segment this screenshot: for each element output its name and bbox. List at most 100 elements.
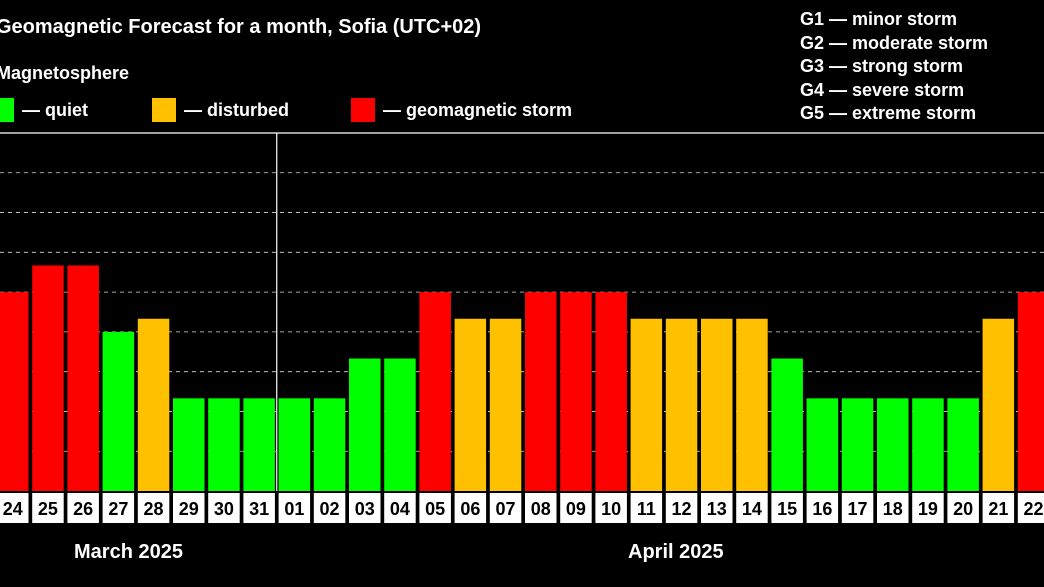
tick-label-02: 02 [320, 499, 340, 519]
tick-label-06: 06 [460, 499, 480, 519]
tick-label-04: 04 [390, 499, 410, 519]
bar-30 [208, 398, 240, 491]
legend-storm: — geomagnetic storm [351, 97, 572, 123]
tick-label-01: 01 [284, 499, 304, 519]
legend-quiet: — quiet [0, 97, 88, 123]
tick-box-14 [736, 493, 768, 523]
bar-06 [454, 318, 487, 491]
bar-14 [736, 318, 768, 491]
storm-scale-g2: G2 — moderate storm [800, 32, 989, 53]
tick-label-11: 11 [637, 499, 656, 519]
tick-box-17 [841, 493, 874, 523]
bar-13 [701, 318, 733, 491]
tick-box-05 [419, 493, 451, 523]
tick-box-01 [278, 493, 311, 523]
legend-disturbed: — disturbed [152, 97, 289, 123]
storm-scale-g4: G4 — severe storm [800, 79, 965, 100]
tick-box-08 [525, 493, 557, 523]
bar-02 [313, 398, 346, 491]
tick-label-09: 09 [566, 499, 586, 519]
tick-label-21: 21 [988, 499, 1008, 519]
tick-box-20 [947, 493, 979, 523]
tick-box-04 [384, 493, 416, 523]
chart-subtitle: Magnetosphere [0, 63, 130, 83]
tick-label-03: 03 [355, 499, 375, 519]
bar-18 [877, 398, 909, 491]
bar-16 [806, 398, 839, 491]
tick-box-19 [912, 493, 944, 523]
bar-15 [771, 358, 803, 491]
tick-label-17: 17 [848, 499, 868, 519]
tick-box-26 [67, 493, 99, 523]
bar-08 [525, 292, 557, 491]
legend-swatch-disturbed [152, 98, 176, 122]
bar-21 [982, 318, 1015, 491]
tick-label-05: 05 [425, 499, 445, 519]
storm-scale-g1: G1 — minor storm [800, 9, 958, 29]
bar-17 [841, 398, 874, 491]
bar-09 [560, 292, 592, 491]
tick-box-24 [0, 493, 29, 523]
tick-label-25: 25 [38, 499, 58, 519]
legend-label-disturbed: — disturbed [184, 99, 290, 120]
tick-box-15 [771, 493, 803, 523]
tick-label-18: 18 [883, 499, 903, 519]
tick-box-30 [208, 493, 240, 523]
tick-label-13: 13 [707, 499, 727, 519]
bar-11 [630, 318, 663, 491]
bar-19 [912, 398, 944, 491]
legend-label-quiet: — quiet [22, 99, 88, 120]
tick-box-13 [701, 493, 733, 523]
month-label-april: April 2025 [628, 541, 724, 563]
tick-label-27: 27 [108, 499, 128, 519]
tick-label-24: 24 [3, 499, 23, 519]
bar-01 [278, 398, 311, 491]
tick-box-29 [173, 493, 205, 523]
tick-label-22: 22 [1024, 499, 1044, 519]
bar-28 [137, 318, 170, 491]
legend-swatch-storm [351, 98, 375, 122]
bar-24 [0, 292, 29, 491]
tick-box-18 [877, 493, 909, 523]
tick-label-20: 20 [953, 499, 973, 519]
storm-scale-g5: G5 — extreme storm [800, 103, 977, 124]
tick-label-10: 10 [601, 499, 621, 519]
bar-04 [384, 358, 416, 491]
month-label-march: March 2025 [74, 541, 183, 563]
bar-22 [1017, 292, 1044, 491]
tick-label-26: 26 [73, 499, 93, 519]
bar-25 [32, 265, 64, 491]
legend-swatch-quiet [0, 98, 14, 122]
tick-box-09 [560, 493, 592, 523]
bar-03 [349, 358, 381, 491]
tick-label-29: 29 [179, 499, 199, 519]
tick-label-30: 30 [214, 499, 234, 519]
tick-label-28: 28 [144, 499, 164, 519]
tick-box-16 [806, 493, 839, 523]
tick-label-16: 16 [812, 499, 832, 519]
tick-box-12 [665, 493, 698, 523]
tick-box-10 [595, 493, 627, 523]
bar-12 [665, 318, 698, 491]
bar-27 [102, 331, 135, 491]
legend-label-storm: — geomagnetic storm [383, 99, 573, 120]
tick-label-08: 08 [531, 499, 551, 519]
tick-box-03 [349, 493, 381, 523]
tick-box-27 [102, 493, 135, 523]
tick-box-28 [137, 493, 170, 523]
tick-box-22 [1017, 493, 1044, 523]
bar-29 [173, 398, 205, 491]
bar-20 [947, 398, 979, 491]
chart-title: Geomagnetic Forecast for a month, Sofia … [0, 16, 482, 38]
tick-box-25 [32, 493, 64, 523]
storm-scale-g3: G3 — strong storm [800, 56, 964, 77]
tick-box-31 [243, 493, 275, 523]
tick-box-21 [982, 493, 1015, 523]
tick-label-12: 12 [672, 499, 692, 519]
tick-box-11 [630, 493, 663, 523]
bar-10 [595, 292, 627, 491]
bar-26 [67, 265, 99, 491]
tick-label-14: 14 [742, 499, 762, 519]
tick-label-31: 31 [249, 499, 269, 519]
